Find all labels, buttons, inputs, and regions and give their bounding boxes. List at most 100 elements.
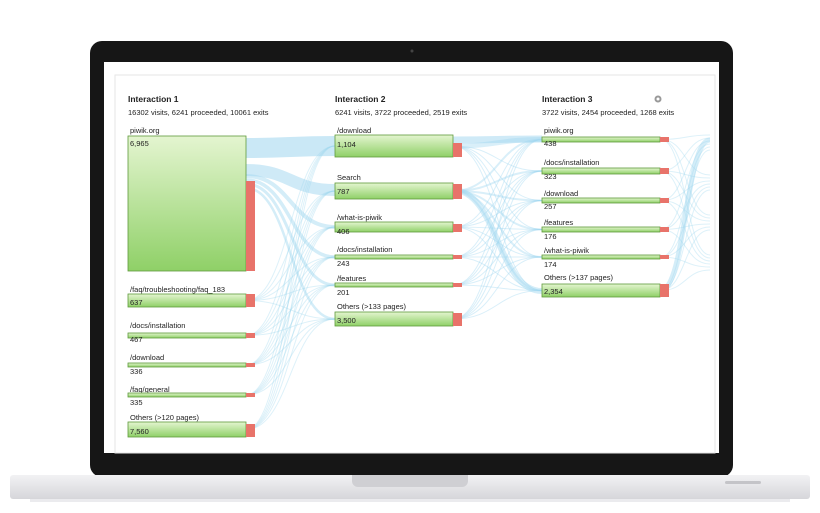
proceeded-box	[334, 221, 454, 233]
column-title: Interaction 2	[335, 94, 386, 104]
node-value: 637	[130, 298, 143, 307]
vent	[725, 481, 761, 484]
proceeded-box	[334, 282, 454, 288]
node-label: piwik.org	[130, 126, 160, 135]
flow	[452, 226, 543, 291]
node-label: /what-is-piwik	[337, 213, 382, 222]
column-summary: 3722 visits, 2454 proceeded, 1268 exits	[542, 108, 674, 117]
flow	[245, 226, 336, 301]
node-label: /download	[544, 189, 578, 198]
node-value: 2,354	[544, 287, 563, 296]
flow	[245, 145, 336, 396]
flow	[452, 200, 543, 286]
node-label: /features	[544, 218, 573, 227]
flow	[660, 186, 711, 258]
flow	[452, 256, 543, 320]
exit-box	[660, 284, 669, 297]
node-value: 6,965	[130, 139, 149, 148]
exit-box	[246, 294, 255, 307]
flow	[660, 143, 711, 230]
flow	[245, 318, 336, 430]
flow	[660, 139, 711, 216]
node-label: /docs/installation	[544, 158, 599, 167]
proceeded-box	[127, 332, 247, 339]
flow	[452, 200, 543, 258]
node-value: 406	[337, 227, 350, 236]
flow	[452, 170, 543, 192]
exit-box	[246, 363, 255, 367]
flow	[245, 182, 336, 287]
flow	[245, 318, 336, 366]
flow	[452, 145, 543, 291]
exit-box	[246, 424, 255, 437]
flow	[452, 226, 543, 258]
node-value: 3,500	[337, 316, 356, 325]
node-label: Search	[337, 173, 361, 182]
node-value: 257	[544, 202, 557, 211]
flow	[452, 190, 543, 292]
exit-box	[453, 184, 462, 199]
flow	[245, 174, 336, 229]
node-label: Others (>137 pages)	[544, 273, 614, 282]
proceeded-box	[334, 182, 454, 200]
flow	[245, 226, 336, 366]
flow	[452, 145, 543, 258]
node-value: 176	[544, 232, 557, 241]
flow	[245, 226, 336, 336]
flow	[245, 256, 336, 336]
flow	[452, 200, 543, 320]
flow	[245, 164, 336, 196]
flow	[245, 300, 336, 320]
flow	[452, 170, 543, 258]
node-label: /what-is-piwik	[544, 246, 589, 255]
exit-box	[453, 255, 462, 259]
flow	[245, 190, 336, 336]
flow	[245, 256, 336, 430]
exit-box	[453, 224, 462, 232]
flow	[245, 178, 336, 259]
flow	[452, 190, 543, 231]
node-label: /docs/installation	[130, 321, 185, 330]
base-shadow	[30, 499, 790, 502]
flow	[245, 145, 336, 301]
proceeded-box	[541, 167, 661, 175]
flow	[245, 145, 336, 336]
flow	[660, 146, 711, 258]
node-label: /download	[337, 126, 371, 135]
flow	[660, 137, 711, 293]
flow	[452, 187, 543, 294]
node-label: Others (>120 pages)	[130, 413, 200, 422]
flow	[452, 256, 543, 291]
flow	[245, 256, 336, 301]
exit-box	[453, 313, 462, 326]
flow	[245, 284, 336, 301]
flow	[245, 190, 336, 301]
proceeded-box	[541, 226, 661, 233]
node-label: Others (>133 pages)	[337, 302, 407, 311]
flow	[245, 284, 336, 366]
flow	[452, 190, 543, 202]
flow	[245, 186, 336, 321]
exit-box	[660, 255, 669, 259]
flow	[452, 229, 543, 258]
node-value: 323	[544, 172, 557, 181]
flow	[660, 170, 711, 259]
exit-box	[660, 137, 669, 142]
flow	[245, 318, 336, 336]
flow	[245, 190, 336, 430]
flow	[660, 139, 711, 256]
exit-box	[660, 227, 669, 232]
transitions: Interaction 1 16302 visits, 6241 proceede…	[127, 94, 674, 438]
column-summary: 16302 visits, 6241 proceeded, 10061 exit…	[128, 108, 269, 117]
flow	[245, 318, 336, 396]
flow	[452, 135, 543, 144]
flow	[245, 190, 336, 396]
node-label: piwik.org	[544, 126, 574, 135]
exit-box	[660, 168, 669, 174]
flow	[452, 170, 543, 320]
flow	[245, 226, 336, 396]
node-label: /features	[337, 274, 366, 283]
flow	[245, 145, 336, 366]
proceeded-box	[334, 254, 454, 260]
